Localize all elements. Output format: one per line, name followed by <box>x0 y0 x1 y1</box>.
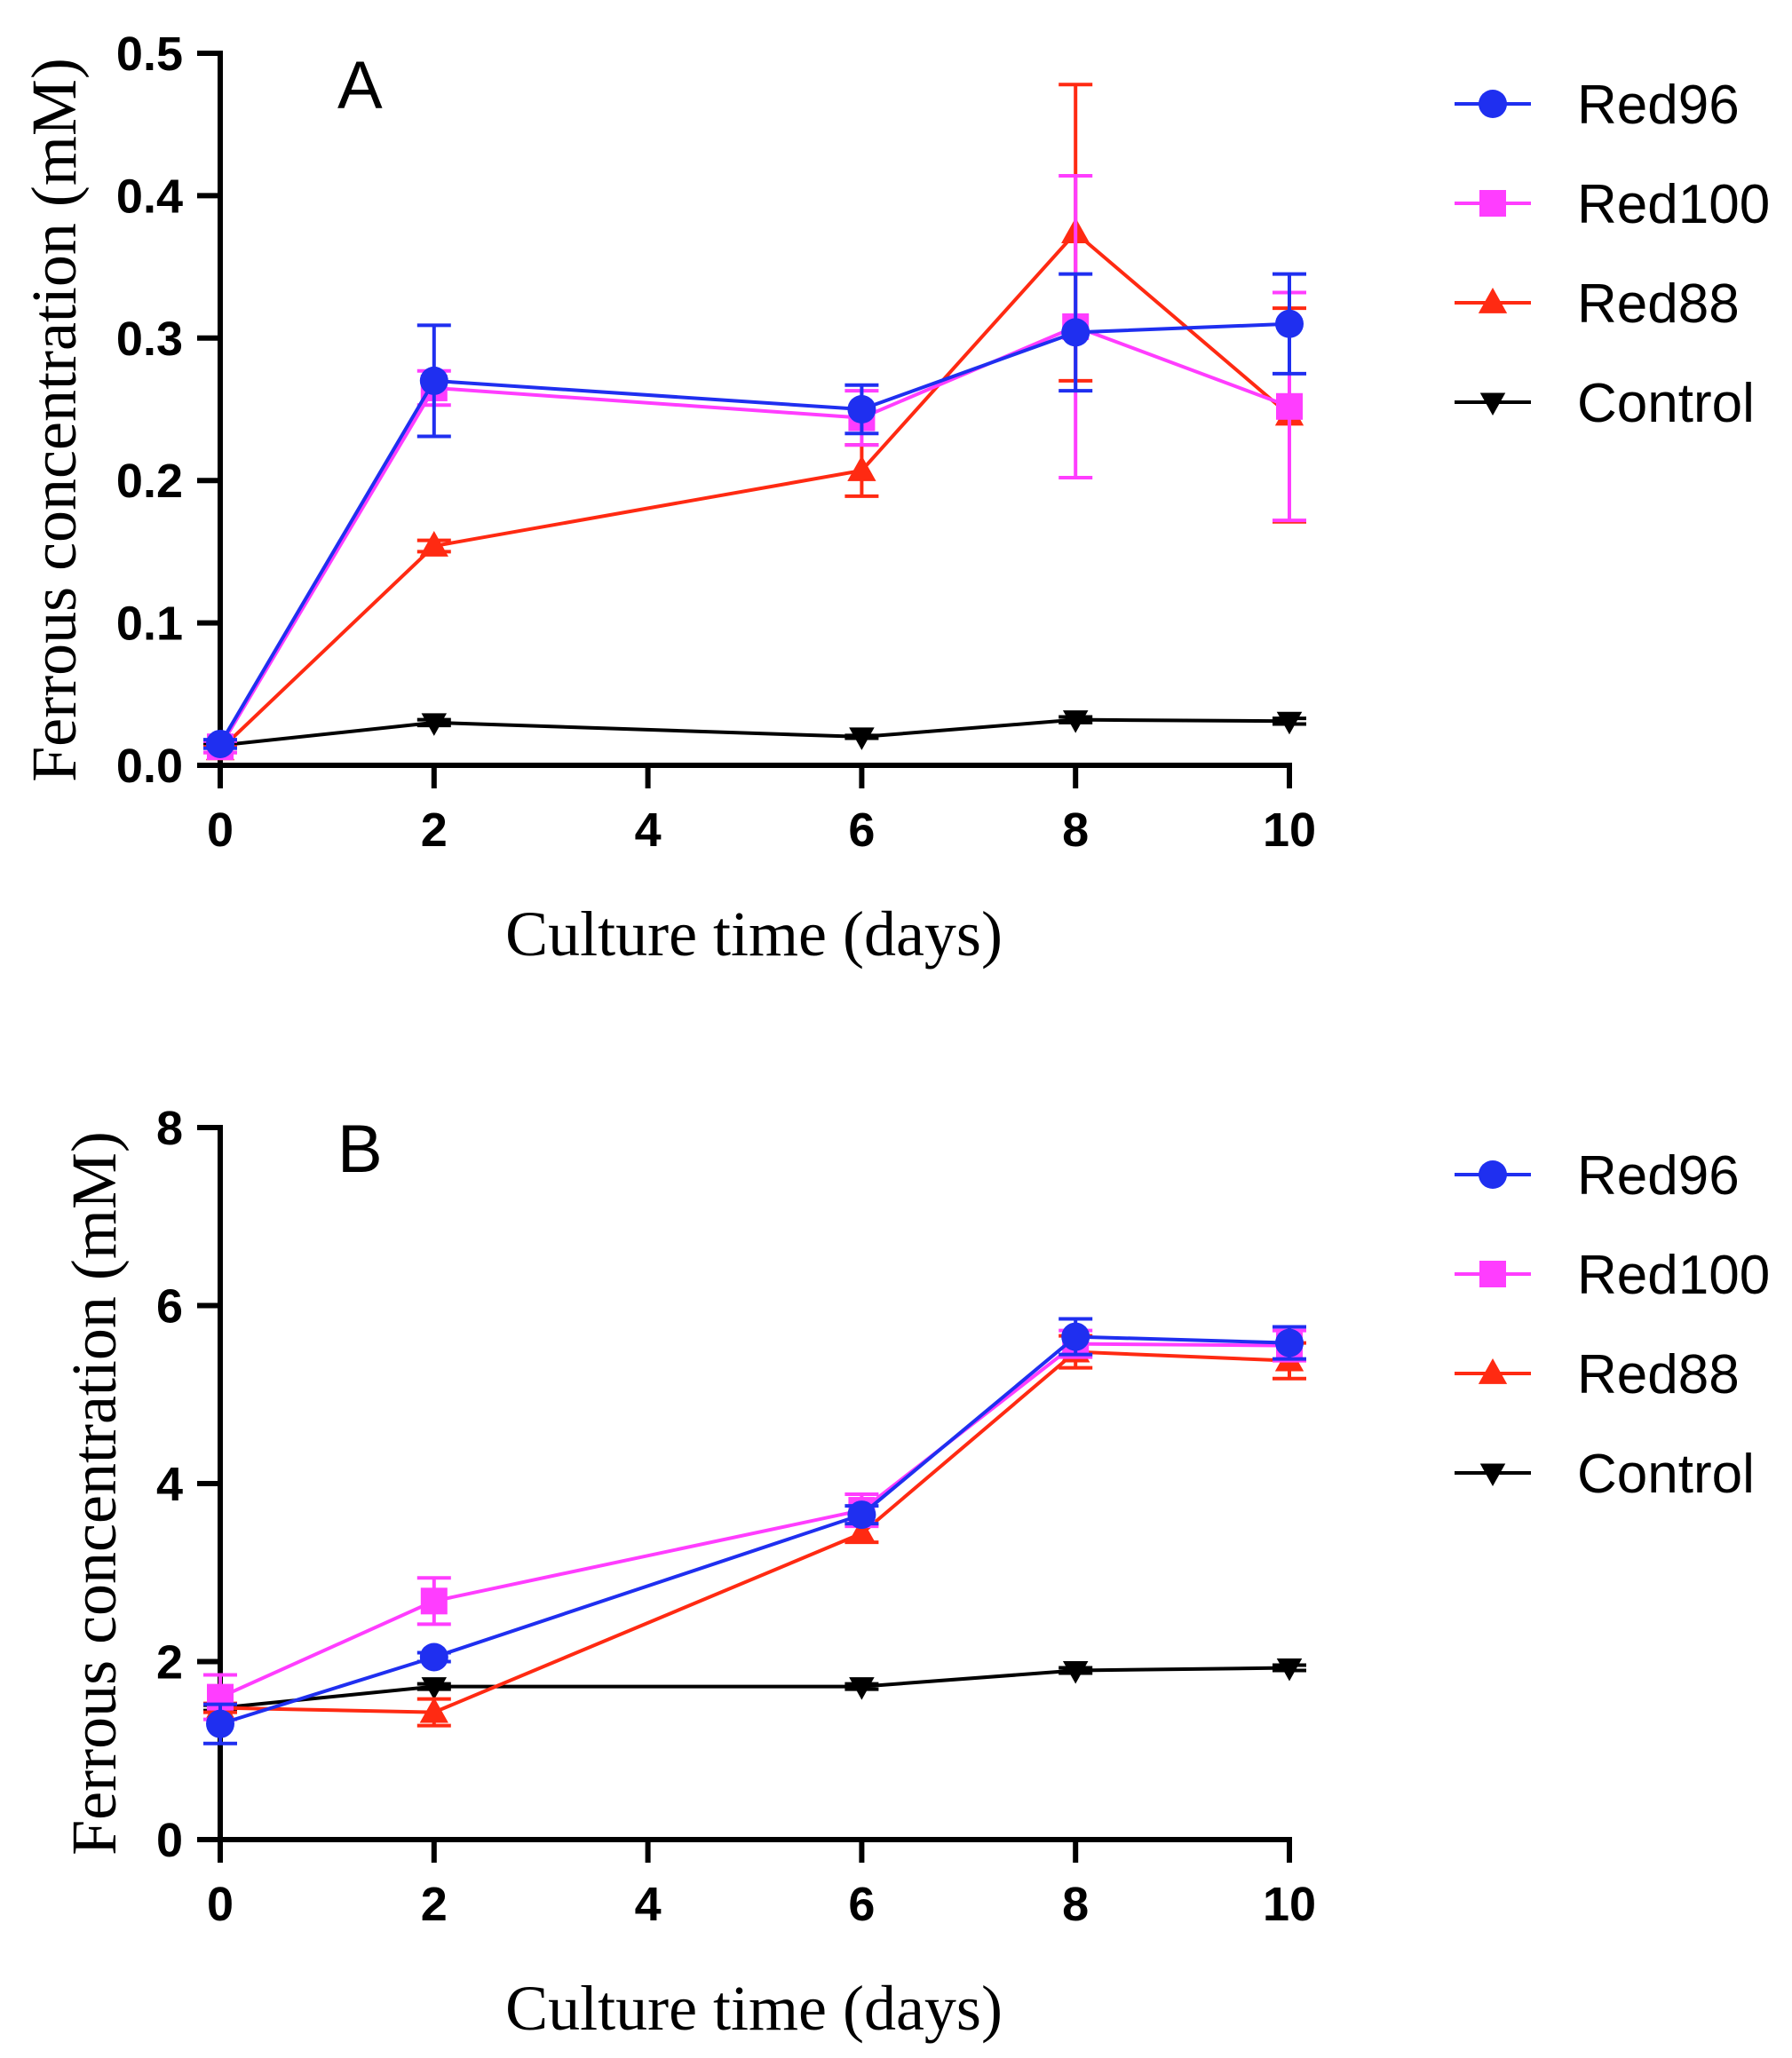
legend-item-control: Control <box>1455 1444 1755 1505</box>
y-tick-label: 0 <box>156 1814 183 1867</box>
series-red100 <box>203 1328 1306 1722</box>
y-tick-label: 0.3 <box>116 313 183 366</box>
data-point-control <box>1276 1658 1303 1682</box>
data-point-control <box>1062 1661 1089 1684</box>
legend-marker <box>1479 90 1507 118</box>
legend-item-red88: Red88 <box>1455 273 1740 335</box>
data-point-red96 <box>847 395 876 423</box>
series-layer <box>203 1317 1306 1745</box>
series-line-red88 <box>218 230 1291 751</box>
legend-item-red100: Red100 <box>1455 1245 1770 1306</box>
y-tick-label: 0.2 <box>116 455 183 508</box>
x-tick-label: 8 <box>1062 1878 1089 1931</box>
x-tick-label: 4 <box>635 1878 662 1931</box>
legend-marker <box>1479 190 1506 217</box>
data-point-red88 <box>847 455 876 481</box>
y-tick-label: 0.0 <box>116 740 183 793</box>
y-tick-label: 6 <box>156 1280 183 1334</box>
data-point-red100 <box>420 1587 448 1615</box>
x-axis-title: Culture time (days) <box>505 1973 1003 2044</box>
data-point-red96 <box>206 729 234 758</box>
legend-label: Red100 <box>1577 1245 1770 1306</box>
y-tick-label: 2 <box>156 1636 183 1690</box>
legend-item-control: Control <box>1455 373 1755 434</box>
data-point-red100 <box>1276 392 1303 420</box>
series-line-red96 <box>218 321 1290 745</box>
legend: Red96 Red100 Red88 Control <box>1455 1145 1770 1505</box>
axes: 0 2 4 6 8 0 2 4 6 8 10 <box>156 1102 1316 1931</box>
chart-panel-b: 0 2 4 6 8 0 2 4 6 8 10 B Culture time (days) Ferro… <box>59 1102 1770 2044</box>
legend-label: Control <box>1577 373 1755 434</box>
legend-marker <box>1479 1261 1506 1287</box>
x-tick-label: 4 <box>635 803 662 857</box>
legend-item-red100: Red100 <box>1455 174 1770 235</box>
data-point-control <box>1062 710 1089 733</box>
panel-label: B <box>337 1112 383 1187</box>
x-tick-label: 8 <box>1062 803 1089 857</box>
x-tick-label: 6 <box>848 803 875 857</box>
series-line-red96 <box>219 1334 1290 1726</box>
data-point-red88 <box>419 530 448 557</box>
series-line-red100 <box>218 324 1290 748</box>
data-point-control <box>1276 711 1303 735</box>
data-point-red96 <box>1061 1322 1090 1351</box>
series-layer <box>203 83 1306 761</box>
data-point-control <box>421 1677 448 1700</box>
data-point-red96 <box>419 366 448 395</box>
y-tick-label: 4 <box>156 1458 183 1511</box>
panel-label: A <box>337 48 383 123</box>
series-red96 <box>203 272 1306 758</box>
y-tick-label: 0.1 <box>116 598 183 651</box>
legend-label: Red96 <box>1577 1145 1740 1207</box>
series-line-control <box>219 717 1290 748</box>
legend-label: Red100 <box>1577 174 1770 235</box>
x-tick-label: 6 <box>848 1878 875 1931</box>
data-point-red88 <box>419 1697 448 1723</box>
y-tick-label: 0.5 <box>116 28 183 81</box>
x-tick-label: 10 <box>1263 803 1316 857</box>
data-point-red96 <box>419 1642 448 1672</box>
legend: Red96 Red100 Red88 Control <box>1455 75 1770 434</box>
series-line-red100 <box>219 1342 1290 1699</box>
series-red100 <box>203 173 1306 761</box>
data-point-red96 <box>847 1500 876 1530</box>
legend-label: Red88 <box>1577 273 1740 335</box>
data-point-control <box>421 713 448 736</box>
x-tick-label: 2 <box>421 803 448 857</box>
legend-label: Red96 <box>1577 75 1740 136</box>
legend-item-red96: Red96 <box>1455 75 1740 136</box>
legend-marker <box>1479 1463 1506 1486</box>
legend-item-red88: Red88 <box>1455 1344 1740 1405</box>
legend-marker <box>1478 288 1508 313</box>
x-tick-label: 0 <box>207 803 234 857</box>
data-point-red96 <box>1275 309 1304 338</box>
y-axis-title: Ferrous concentration (mM) <box>59 1131 130 1856</box>
data-point-red96 <box>206 1709 234 1738</box>
data-point-control <box>849 727 875 750</box>
x-axis-title: Culture time (days) <box>505 898 1003 970</box>
y-axis-title: Ferrous concentration (mM) <box>19 58 90 782</box>
legend-marker <box>1479 392 1506 416</box>
data-point-red96 <box>1061 318 1090 347</box>
legend-marker <box>1478 1358 1508 1384</box>
axes: 0.0 0.1 0.2 0.3 0.4 0.5 0 2 4 6 8 10 <box>116 28 1316 857</box>
legend-item-red96: Red96 <box>1455 1145 1740 1207</box>
data-point-red88 <box>847 1518 876 1545</box>
legend-label: Control <box>1577 1444 1755 1505</box>
series-control <box>203 710 1306 759</box>
data-point-red96 <box>1275 1328 1304 1357</box>
chart-panel-a: 0.0 0.1 0.2 0.3 0.4 0.5 0 2 4 6 8 10 A Culture time… <box>19 28 1770 970</box>
series-red88 <box>203 1334 1306 1728</box>
y-tick-label: 0.4 <box>116 170 183 223</box>
x-tick-label: 10 <box>1263 1878 1316 1931</box>
x-tick-label: 2 <box>421 1878 448 1931</box>
series-red96 <box>203 1317 1306 1745</box>
legend-label: Red88 <box>1577 1344 1740 1405</box>
y-tick-label: 8 <box>156 1102 183 1155</box>
x-tick-label: 0 <box>207 1878 234 1931</box>
legend-marker <box>1479 1160 1507 1189</box>
data-point-control <box>849 1677 875 1700</box>
series-red88 <box>203 83 1306 761</box>
